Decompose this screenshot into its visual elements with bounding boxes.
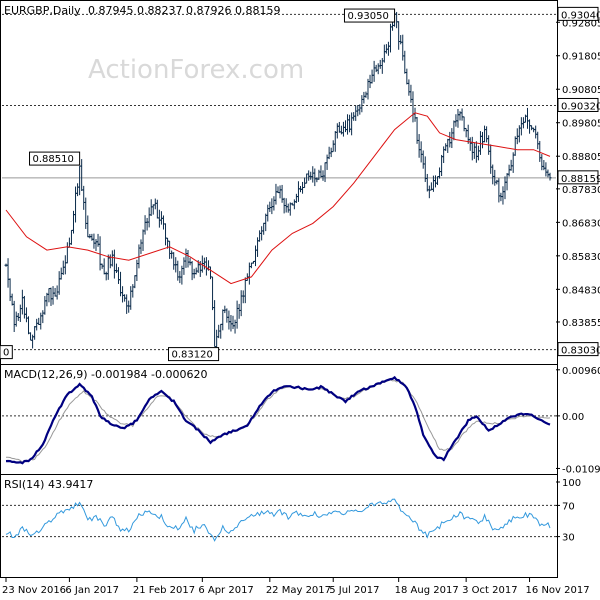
y-tick-label: 0.84830 xyxy=(562,285,600,296)
chart-frame xyxy=(0,0,558,578)
x-tick-label: 22 May 2017 xyxy=(266,585,331,596)
current-price-label: 0.88159 xyxy=(561,174,600,185)
y-tick-label: 0.92805 xyxy=(562,18,600,29)
price-callout: 0.93050 xyxy=(343,8,396,23)
watermark: ActionForex.com xyxy=(88,55,304,85)
current-price-box xyxy=(557,170,599,185)
level-label-box xyxy=(557,97,599,112)
macd-main-line xyxy=(5,375,551,465)
svg-text:0: 0 xyxy=(3,348,9,359)
x-tick-label: 16 Nov 2017 xyxy=(526,585,590,596)
y-tick-label: 0.00 xyxy=(562,412,584,423)
price-panel: EURGBP,Daily 0.87945 0.88237 0.87926 0.8… xyxy=(0,4,556,362)
level-label: 0.90320 xyxy=(561,101,600,112)
svg-text:0.88510: 0.88510 xyxy=(33,154,74,165)
y-tick-label: 0.90805 xyxy=(562,85,600,96)
level-label-box xyxy=(557,342,599,357)
x-tick-label: 6 Jan 2017 xyxy=(65,585,119,596)
y-tick-label: 70 xyxy=(562,501,575,512)
y-tick-label: 0.91805 xyxy=(562,52,600,63)
moving-average-line xyxy=(5,112,551,285)
rsi-title: RSI(14) 43.9417 xyxy=(4,478,93,491)
price-callout: 0.83120 xyxy=(168,347,220,362)
x-axis: 23 Nov 2016 6 Jan 2017 21 Feb 2017 6 Apr 20… xyxy=(2,578,590,596)
macd-signal-line xyxy=(6,379,551,464)
level-label: 0.83030 xyxy=(561,346,600,357)
y-tick-label: 0.86830 xyxy=(562,218,600,229)
y-tick-label: -0.010961 xyxy=(562,464,600,475)
level-label: 0.93040 xyxy=(561,10,600,21)
y-tick-label: 0.89805 xyxy=(562,119,600,130)
x-tick-label: 5 Jul 2017 xyxy=(329,585,379,596)
y-axes: 0.92805 0.91805 0.90805 0.89805 0.88805 0.878… xyxy=(556,6,600,544)
macd-title: MACD(12,26,9) -0.001984 -0.000620 xyxy=(4,368,207,381)
y-tick-label: 30 xyxy=(562,533,575,544)
y-tick-label: 100 xyxy=(562,478,581,489)
price-bar xyxy=(548,172,552,181)
symbol-label: EURGBP,Daily xyxy=(4,4,81,17)
rsi-panel: RSI(14) 43.9417 xyxy=(2,478,556,542)
price-callout: 0 xyxy=(0,345,13,360)
y-tick-label: 0.85830 xyxy=(562,252,600,263)
y-tick-label: 0.87830 xyxy=(562,185,600,196)
level-label-box xyxy=(557,6,599,21)
rsi-line xyxy=(5,498,551,542)
x-tick-label: 23 Nov 2016 xyxy=(2,585,66,596)
y-tick-label: 0.83855 xyxy=(562,318,600,329)
svg-text:0.93050: 0.93050 xyxy=(347,11,388,22)
x-tick-label: 3 Oct 2017 xyxy=(462,585,517,596)
x-tick-label: 18 Aug 2017 xyxy=(395,585,459,596)
svg-text:0.83120: 0.83120 xyxy=(172,350,213,361)
ohlc-values: 0.87945 0.88237 0.87926 0.88159 xyxy=(88,4,280,17)
y-tick-label: 0.009608 xyxy=(562,366,600,377)
y-tick-label: 0.88805 xyxy=(562,152,600,163)
price-callout: 0.88510 xyxy=(29,151,81,166)
x-tick-label: 21 Feb 2017 xyxy=(133,585,195,596)
macd-panel: MACD(12,26,9) -0.001984 -0.000620 xyxy=(2,368,556,465)
x-tick-label: 6 Apr 2017 xyxy=(198,585,253,596)
